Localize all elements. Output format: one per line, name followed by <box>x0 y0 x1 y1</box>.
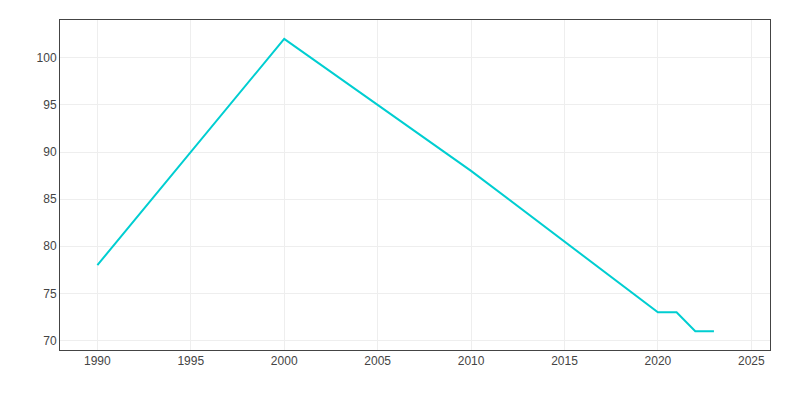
svg-text:85: 85 <box>43 192 57 206</box>
svg-text:2020: 2020 <box>645 354 672 368</box>
svg-text:90: 90 <box>43 145 57 159</box>
svg-text:95: 95 <box>43 98 57 112</box>
svg-text:70: 70 <box>43 334 57 348</box>
svg-text:2010: 2010 <box>458 354 485 368</box>
svg-text:2025: 2025 <box>738 354 765 368</box>
svg-text:2005: 2005 <box>364 354 391 368</box>
svg-text:2015: 2015 <box>551 354 578 368</box>
svg-text:75: 75 <box>43 287 57 301</box>
svg-text:80: 80 <box>43 239 57 253</box>
svg-text:1990: 1990 <box>84 354 111 368</box>
svg-text:2000: 2000 <box>271 354 298 368</box>
svg-text:100: 100 <box>37 51 57 65</box>
svg-text:1995: 1995 <box>177 354 204 368</box>
